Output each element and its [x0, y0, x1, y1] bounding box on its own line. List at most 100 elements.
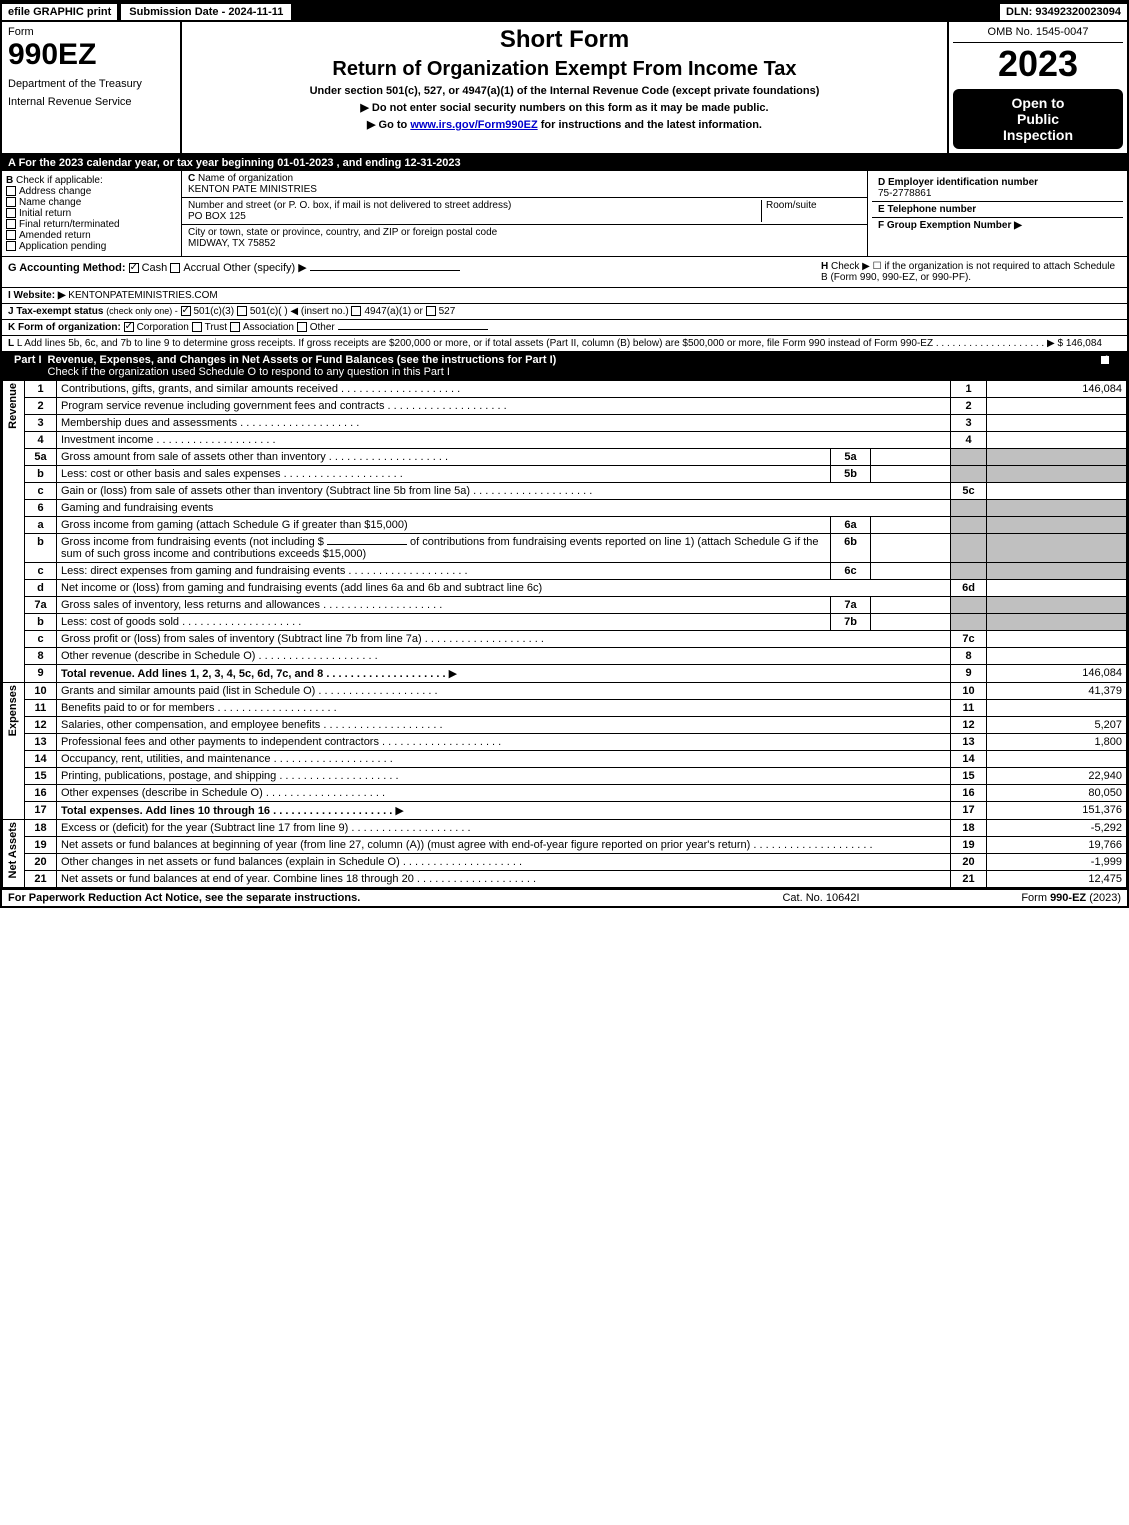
- r9-ln: 9: [951, 665, 987, 683]
- header-right: OMB No. 1545-0047 2023 Open to Public In…: [947, 22, 1127, 153]
- r1-val: 146,084: [987, 381, 1127, 398]
- label-accrual: Accrual: [183, 262, 220, 274]
- r13-desc: Professional fees and other payments to …: [61, 736, 501, 748]
- checkbox-other-org[interactable]: [297, 322, 307, 332]
- footer-catno: Cat. No. 10642I: [721, 892, 921, 904]
- label-name-change: Name change: [19, 197, 81, 208]
- r16-ln: 16: [951, 785, 987, 802]
- row-17: 17 Total expenses. Add lines 10 through …: [3, 802, 1127, 820]
- inspection-line-2: Public: [959, 111, 1117, 127]
- form-word: Form: [8, 26, 174, 38]
- box-b: B Check if applicable: Address change Na…: [2, 171, 182, 256]
- line-l: L L Add lines 5b, 6c, and 7b to line 9 t…: [2, 336, 1127, 352]
- r5b-desc: Less: cost or other basis and sales expe…: [61, 468, 403, 480]
- line-i: I Website: ▶ KENTONPATEMINISTRIES.COM: [2, 288, 1127, 304]
- r17-arrow: ▶: [395, 805, 403, 817]
- dept-line-1: Department of the Treasury: [8, 78, 174, 90]
- r6c-ln-grey: [951, 563, 987, 580]
- row-15: 15 Printing, publications, postage, and …: [3, 768, 1127, 785]
- r3-num: 3: [25, 415, 57, 432]
- checkbox-name-change[interactable]: [6, 197, 16, 207]
- line-k: K Form of organization: Corporation Trus…: [2, 320, 1127, 336]
- r14-desc: Occupancy, rent, utilities, and maintena…: [61, 753, 393, 765]
- r6b-num: b: [25, 534, 57, 563]
- inspection-line-3: Inspection: [959, 127, 1117, 143]
- other-specify-input[interactable]: [310, 270, 460, 271]
- goto-suffix: for instructions and the latest informat…: [541, 119, 762, 131]
- r6a-val-grey: [987, 517, 1127, 534]
- checkbox-address-change[interactable]: [6, 186, 16, 196]
- r6b-desc1: Gross income from fundraising events (no…: [61, 536, 324, 548]
- row-11: 11 Benefits paid to or for members 11: [3, 700, 1127, 717]
- r1-ln: 1: [951, 381, 987, 398]
- r20-ln: 20: [951, 854, 987, 871]
- other-org-input[interactable]: [338, 329, 488, 330]
- checkbox-application-pending[interactable]: [6, 241, 16, 251]
- j-label: J Tax-exempt status: [8, 306, 103, 317]
- r21-ln: 21: [951, 871, 987, 888]
- r9-num: 9: [25, 665, 57, 683]
- part-i-header: Part I Revenue, Expenses, and Changes in…: [2, 352, 1127, 380]
- checkbox-501c[interactable]: [237, 306, 247, 316]
- line-l-value: 146,084: [1066, 338, 1102, 349]
- inspection-box: Open to Public Inspection: [953, 89, 1123, 149]
- r6b-amount-input[interactable]: [327, 544, 407, 545]
- r20-num: 20: [25, 854, 57, 871]
- r7a-mini: 7a: [831, 597, 871, 614]
- r7b-subval: [871, 614, 951, 631]
- group-exemption-row: F Group Exemption Number ▶: [872, 218, 1123, 233]
- checkbox-527[interactable]: [426, 306, 436, 316]
- footer-form-suffix: (2023): [1089, 892, 1121, 904]
- r5a-desc: Gross amount from sale of assets other t…: [61, 451, 448, 463]
- r5b-subval: [871, 466, 951, 483]
- r6d-num: d: [25, 580, 57, 597]
- r2-val: [987, 398, 1127, 415]
- checkbox-cash[interactable]: [129, 263, 139, 273]
- submission-date-label: Submission Date - 2024-11-11: [119, 2, 293, 22]
- efile-print-label[interactable]: efile GRAPHIC print: [2, 4, 119, 20]
- j-sub: (check only one) -: [106, 306, 178, 316]
- e-label: E Telephone number: [878, 204, 976, 215]
- row-6c: c Less: direct expenses from gaming and …: [3, 563, 1127, 580]
- r2-ln: 2: [951, 398, 987, 415]
- r6-val-grey: [987, 500, 1127, 517]
- tax-year: 2023: [953, 43, 1123, 85]
- row-18: Net Assets 18 Excess or (deficit) for th…: [3, 820, 1127, 837]
- label-address-change: Address change: [19, 186, 91, 197]
- checkbox-initial-return[interactable]: [6, 208, 16, 218]
- info-block: B Check if applicable: Address change Na…: [2, 171, 1127, 257]
- street-row: Number and street (or P. O. box, if mail…: [182, 198, 867, 225]
- omb-number: OMB No. 1545-0047: [953, 26, 1123, 43]
- r11-num: 11: [25, 700, 57, 717]
- ssn-warning: ▶ Do not enter social security numbers o…: [186, 101, 943, 114]
- row-4: 4 Investment income 4: [3, 432, 1127, 449]
- label-trust: Trust: [205, 322, 227, 333]
- r17-ln: 17: [951, 802, 987, 820]
- checkbox-amended-return[interactable]: [6, 230, 16, 240]
- r6c-num: c: [25, 563, 57, 580]
- org-name-value: KENTON PATE MINISTRIES: [188, 184, 317, 195]
- r16-desc: Other expenses (describe in Schedule O): [61, 787, 385, 799]
- form-header: Form 990EZ Department of the Treasury In…: [2, 22, 1127, 155]
- checkbox-trust[interactable]: [192, 322, 202, 332]
- checkbox-association[interactable]: [230, 322, 240, 332]
- checkbox-accrual[interactable]: [170, 263, 180, 273]
- footer-paperwork: For Paperwork Reduction Act Notice, see …: [8, 892, 721, 904]
- irs-link[interactable]: www.irs.gov/Form990EZ: [410, 119, 537, 131]
- box-c: C Name of organization KENTON PATE MINIS…: [182, 171, 867, 256]
- checkbox-501c3[interactable]: [181, 306, 191, 316]
- r6c-val-grey: [987, 563, 1127, 580]
- r21-val: 12,475: [987, 871, 1127, 888]
- checkbox-schedule-o[interactable]: [1100, 355, 1110, 365]
- r21-num: 21: [25, 871, 57, 888]
- org-name-row: C Name of organization KENTON PATE MINIS…: [182, 171, 867, 198]
- top-bar: efile GRAPHIC print Submission Date - 20…: [2, 2, 1127, 22]
- checkbox-final-return[interactable]: [6, 219, 16, 229]
- row-5a: 5a Gross amount from sale of assets othe…: [3, 449, 1127, 466]
- r6b-val-grey: [987, 534, 1127, 563]
- checkbox-corporation[interactable]: [124, 322, 134, 332]
- r3-ln: 3: [951, 415, 987, 432]
- r11-desc: Benefits paid to or for members: [61, 702, 337, 714]
- row-10: Expenses 10 Grants and similar amounts p…: [3, 683, 1127, 700]
- checkbox-4947[interactable]: [351, 306, 361, 316]
